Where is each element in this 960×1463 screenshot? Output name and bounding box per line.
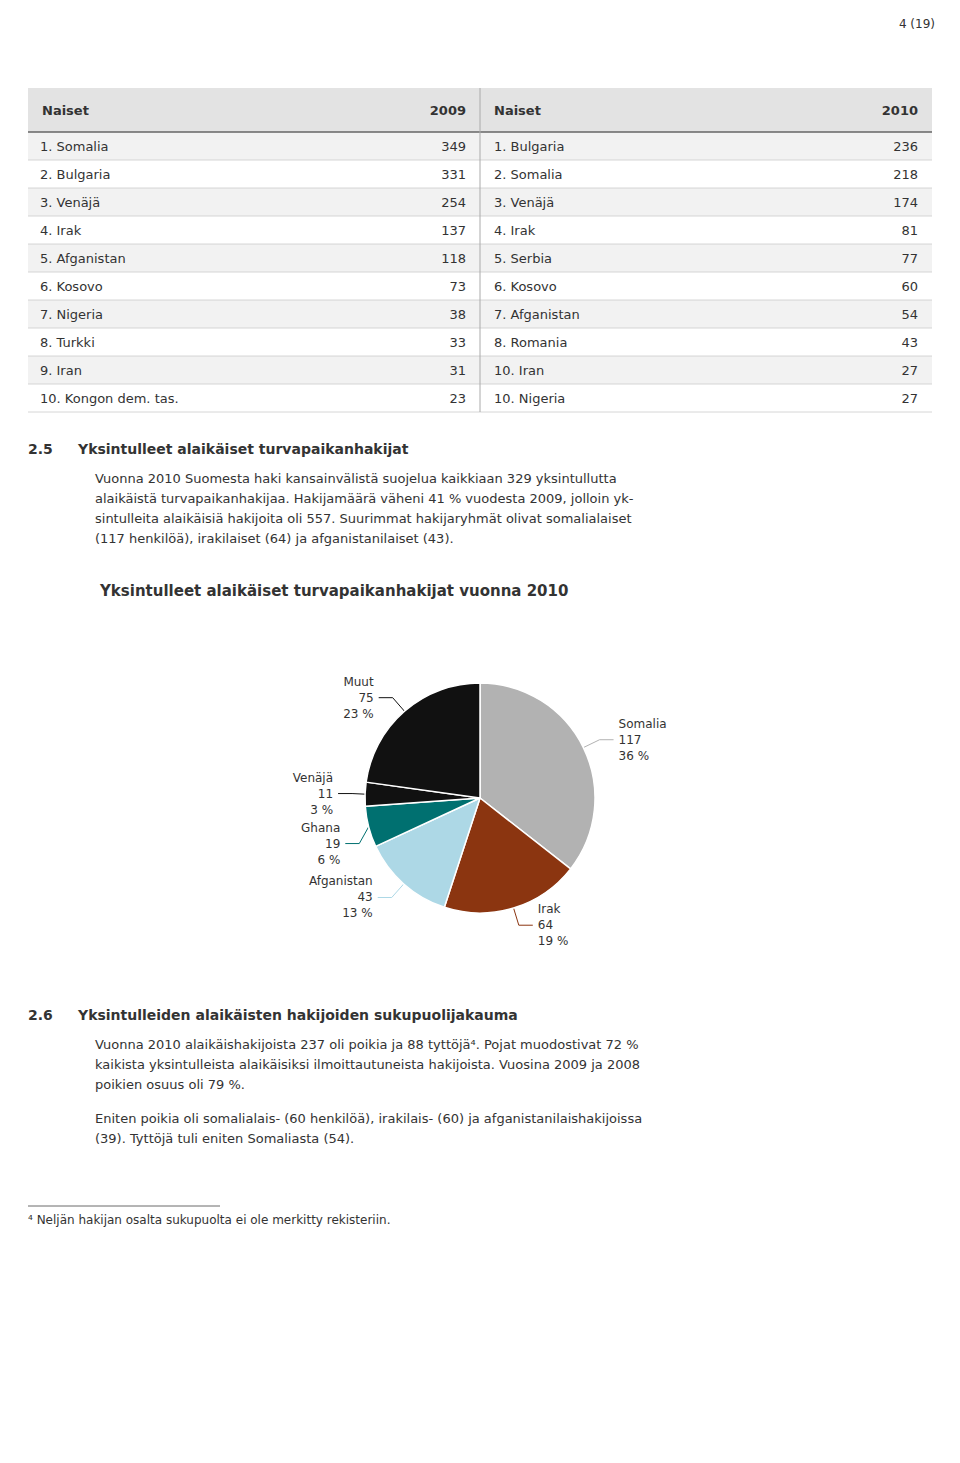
svg-text:174: 174 xyxy=(893,195,918,210)
svg-text:1. Somalia: 1. Somalia xyxy=(40,139,109,154)
svg-text:73: 73 xyxy=(449,279,466,294)
svg-text:5. Afganistan: 5. Afganistan xyxy=(40,251,126,266)
svg-text:1. Bulgaria: 1. Bulgaria xyxy=(494,139,564,154)
svg-text:2010: 2010 xyxy=(882,103,918,118)
svg-text:poikien osuus oli 79 %.: poikien osuus oli 79 %. xyxy=(95,1077,245,1092)
svg-text:9. Iran: 9. Iran xyxy=(40,363,82,378)
svg-text:sintulleita alaikäisiä hakijoi: sintulleita alaikäisiä hakijoita oli 557… xyxy=(95,511,632,526)
svg-text:2009: 2009 xyxy=(430,103,466,118)
svg-text:Yksintulleet alaikäiset turvap: Yksintulleet alaikäiset turvapaikanhakij… xyxy=(77,441,409,457)
svg-text:2. Somalia: 2. Somalia xyxy=(494,167,563,182)
svg-text:(39). Tyttöjä tuli eniten Soma: (39). Tyttöjä tuli eniten Somaliasta (54… xyxy=(95,1131,354,1146)
svg-text:117: 117 xyxy=(619,733,642,747)
svg-text:Afganistan: Afganistan xyxy=(309,874,373,888)
svg-text:43: 43 xyxy=(357,890,372,904)
svg-text:Vuonna 2010 alaikäishakijoista: Vuonna 2010 alaikäishakijoista 237 oli p… xyxy=(95,1037,639,1052)
svg-text:Muut: Muut xyxy=(343,675,374,689)
svg-text:(117 henkilöä), irakilaiset (6: (117 henkilöä), irakilaiset (64) ja afga… xyxy=(95,531,454,546)
svg-text:31: 31 xyxy=(449,363,466,378)
svg-text:10. Iran: 10. Iran xyxy=(494,363,544,378)
svg-text:60: 60 xyxy=(901,279,918,294)
svg-text:Yksintulleiden alaikäisten hak: Yksintulleiden alaikäisten hakijoiden su… xyxy=(77,1007,518,1023)
svg-text:Vuonna 2010 Suomesta haki kans: Vuonna 2010 Suomesta haki kansainvälistä… xyxy=(95,471,617,486)
svg-text:27: 27 xyxy=(901,363,918,378)
svg-text:Naiset: Naiset xyxy=(42,103,89,118)
svg-text:2. Bulgaria: 2. Bulgaria xyxy=(40,167,110,182)
svg-text:8. Turkki: 8. Turkki xyxy=(40,335,95,350)
svg-text:6 %: 6 % xyxy=(317,853,340,867)
svg-text:4. Irak: 4. Irak xyxy=(494,223,536,238)
svg-text:3. Venäjä: 3. Venäjä xyxy=(494,195,554,210)
svg-text:6. Kosovo: 6. Kosovo xyxy=(40,279,103,294)
svg-text:⁴ Neljän hakijan osalta sukupu: ⁴ Neljän hakijan osalta sukupuolta ei ol… xyxy=(28,1213,390,1227)
svg-text:2.5: 2.5 xyxy=(28,441,53,457)
svg-text:331: 331 xyxy=(441,167,466,182)
svg-text:349: 349 xyxy=(441,139,466,154)
svg-text:23: 23 xyxy=(449,391,466,406)
svg-text:27: 27 xyxy=(901,391,918,406)
svg-text:5. Serbia: 5. Serbia xyxy=(494,251,552,266)
svg-text:Somalia: Somalia xyxy=(619,717,667,731)
svg-text:43: 43 xyxy=(901,335,918,350)
svg-text:6. Kosovo: 6. Kosovo xyxy=(494,279,557,294)
svg-text:218: 218 xyxy=(893,167,918,182)
svg-text:kaikista yksintulleista alaikä: kaikista yksintulleista alaikäisiksi ilm… xyxy=(95,1057,640,1072)
svg-text:36 %: 36 % xyxy=(619,749,650,763)
svg-text:81: 81 xyxy=(901,223,918,238)
svg-text:7. Nigeria: 7. Nigeria xyxy=(40,307,103,322)
svg-text:Venäjä: Venäjä xyxy=(293,771,333,785)
svg-text:Yksintulleet alaikäiset turvap: Yksintulleet alaikäiset turvapaikanhakij… xyxy=(99,582,568,600)
svg-text:38: 38 xyxy=(449,307,466,322)
svg-text:3. Venäjä: 3. Venäjä xyxy=(40,195,100,210)
svg-text:7. Afganistan: 7. Afganistan xyxy=(494,307,580,322)
svg-text:75: 75 xyxy=(358,691,373,705)
svg-text:Ghana: Ghana xyxy=(301,821,340,835)
svg-text:77: 77 xyxy=(901,251,918,266)
svg-text:4. Irak: 4. Irak xyxy=(40,223,82,238)
svg-text:118: 118 xyxy=(441,251,466,266)
svg-text:54: 54 xyxy=(901,307,918,322)
svg-text:254: 254 xyxy=(441,195,466,210)
svg-text:11: 11 xyxy=(318,787,333,801)
svg-text:4 (19): 4 (19) xyxy=(899,17,935,31)
svg-text:236: 236 xyxy=(893,139,918,154)
svg-text:3 %: 3 % xyxy=(310,803,333,817)
svg-text:8. Romania: 8. Romania xyxy=(494,335,567,350)
svg-text:19 %: 19 % xyxy=(538,934,569,948)
svg-text:23 %: 23 % xyxy=(343,707,374,721)
svg-text:10. Kongon dem. tas.: 10. Kongon dem. tas. xyxy=(40,391,179,406)
svg-text:64: 64 xyxy=(538,918,553,932)
svg-text:19: 19 xyxy=(325,837,340,851)
svg-text:137: 137 xyxy=(441,223,466,238)
svg-text:Irak: Irak xyxy=(538,902,561,916)
svg-text:alaikäistä turvapaikanhakijaa.: alaikäistä turvapaikanhakijaa. Hakijamää… xyxy=(95,491,634,506)
svg-text:Naiset: Naiset xyxy=(494,103,541,118)
svg-text:33: 33 xyxy=(449,335,466,350)
svg-text:10. Nigeria: 10. Nigeria xyxy=(494,391,565,406)
svg-text:13 %: 13 % xyxy=(342,906,373,920)
svg-text:2.6: 2.6 xyxy=(28,1007,53,1023)
svg-text:Eniten poikia oli somalialais-: Eniten poikia oli somalialais- (60 henki… xyxy=(95,1111,642,1126)
